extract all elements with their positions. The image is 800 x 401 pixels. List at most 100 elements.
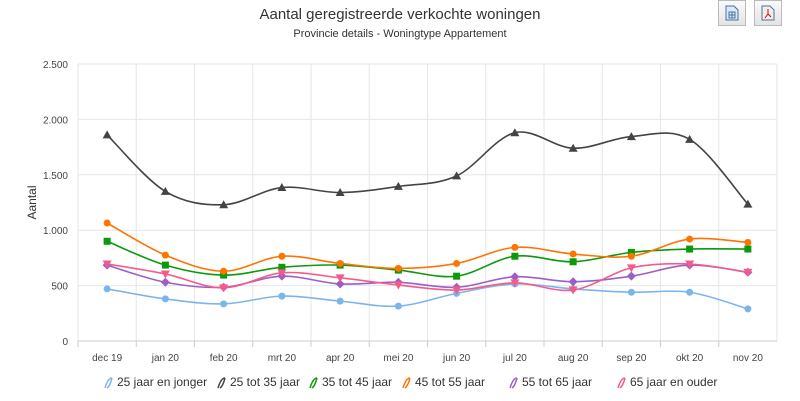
data-point xyxy=(102,130,112,139)
data-point xyxy=(568,143,578,152)
data-point xyxy=(686,245,694,253)
data-point xyxy=(335,274,345,283)
data-point xyxy=(220,300,228,308)
chart-subtitle: Provincie details - Woningtype Apparteme… xyxy=(293,28,507,40)
data-point xyxy=(452,171,462,180)
series-line xyxy=(106,262,748,292)
data-point xyxy=(220,267,228,275)
data-point xyxy=(161,295,169,303)
x-tick-label: jun 20 xyxy=(442,353,471,364)
x-tick-label: mrt 20 xyxy=(268,353,297,364)
data-point xyxy=(453,272,461,280)
data-point xyxy=(219,200,229,209)
data-point xyxy=(278,263,286,271)
legend-item[interactable]: 25 jaar en jonger xyxy=(117,375,207,389)
x-tick-label: dec 19 xyxy=(92,353,122,364)
data-point xyxy=(510,279,520,288)
data-point xyxy=(277,183,287,192)
x-tick-label: jul 20 xyxy=(502,353,527,364)
data-point xyxy=(626,264,636,273)
data-point xyxy=(161,251,169,259)
legend-item[interactable]: 45 tot 55 jaar xyxy=(415,375,485,389)
data-point xyxy=(219,284,229,293)
data-point xyxy=(453,259,461,267)
data-point xyxy=(220,271,228,279)
x-tick-label: feb 20 xyxy=(210,353,238,364)
data-point xyxy=(161,261,169,269)
data-point xyxy=(278,292,286,300)
data-point xyxy=(102,260,112,269)
legend-item[interactable]: 55 tot 65 jaar xyxy=(522,375,592,389)
data-point xyxy=(685,260,695,269)
data-point xyxy=(744,305,752,313)
data-point xyxy=(278,252,286,260)
data-point xyxy=(452,286,462,295)
data-point xyxy=(626,132,636,141)
data-point xyxy=(335,188,345,197)
y-tick-label: 500 xyxy=(51,282,68,293)
data-point xyxy=(511,243,519,251)
legend-symbol[interactable] xyxy=(309,377,318,389)
data-point xyxy=(568,286,578,295)
data-point xyxy=(394,302,402,310)
legend-symbol[interactable] xyxy=(617,377,626,389)
chart-title: Aantal geregistreerde verkochte woningen xyxy=(259,6,541,23)
x-tick-label: sep 20 xyxy=(616,353,646,364)
legend-symbol[interactable] xyxy=(402,377,411,389)
y-tick-label: 2.000 xyxy=(43,115,68,126)
data-point xyxy=(103,237,111,245)
legend-symbol[interactable] xyxy=(509,377,518,389)
data-point xyxy=(510,128,520,137)
y-tick-label: 1.500 xyxy=(43,171,68,182)
series-line xyxy=(106,222,748,272)
data-point xyxy=(160,277,170,287)
x-tick-label: nov 20 xyxy=(733,353,763,364)
pdf-export-icon xyxy=(761,5,775,21)
data-point xyxy=(627,252,635,260)
data-point xyxy=(686,288,694,296)
excel-export-icon xyxy=(725,5,739,21)
data-point xyxy=(569,258,577,266)
data-point xyxy=(743,199,753,208)
legend-item[interactable]: 35 tot 45 jaar xyxy=(322,375,392,389)
x-tick-label: jan 20 xyxy=(151,353,180,364)
legend-symbol[interactable] xyxy=(104,377,113,389)
data-point xyxy=(627,288,635,296)
data-point xyxy=(743,268,753,277)
x-tick-label: mei 20 xyxy=(383,353,413,364)
data-point xyxy=(744,238,752,246)
series-line xyxy=(106,240,748,278)
data-point xyxy=(744,245,752,253)
data-point xyxy=(335,279,345,289)
data-point xyxy=(685,134,695,143)
y-tick-label: 1.000 xyxy=(43,226,68,237)
data-point xyxy=(510,272,520,282)
x-tick-label: aug 20 xyxy=(558,353,589,364)
data-point xyxy=(569,250,577,258)
data-point xyxy=(160,186,170,195)
series-line xyxy=(106,131,749,206)
pdf-export-button[interactable] xyxy=(754,0,782,26)
data-point xyxy=(626,271,636,281)
data-point xyxy=(568,277,578,287)
data-point xyxy=(627,248,635,256)
y-axis-label: Aantal xyxy=(25,185,39,219)
legend-item[interactable]: 65 jaar en ouder xyxy=(630,375,717,389)
data-point xyxy=(336,259,344,267)
legend-item[interactable]: 25 tot 35 jaar xyxy=(230,375,300,389)
data-point xyxy=(393,281,403,290)
data-point xyxy=(394,264,402,272)
excel-export-button[interactable] xyxy=(718,0,746,26)
data-point xyxy=(160,270,170,279)
data-point xyxy=(277,269,287,278)
x-tick-label: okt 20 xyxy=(676,353,704,364)
data-point xyxy=(103,285,111,293)
x-tick-label: apr 20 xyxy=(326,353,355,364)
legend-symbol[interactable] xyxy=(217,377,226,389)
y-tick-label: 0 xyxy=(62,337,68,348)
y-tick-label: 2.500 xyxy=(43,60,68,71)
data-point xyxy=(103,219,111,227)
data-point xyxy=(393,181,403,190)
series-line xyxy=(106,283,749,310)
